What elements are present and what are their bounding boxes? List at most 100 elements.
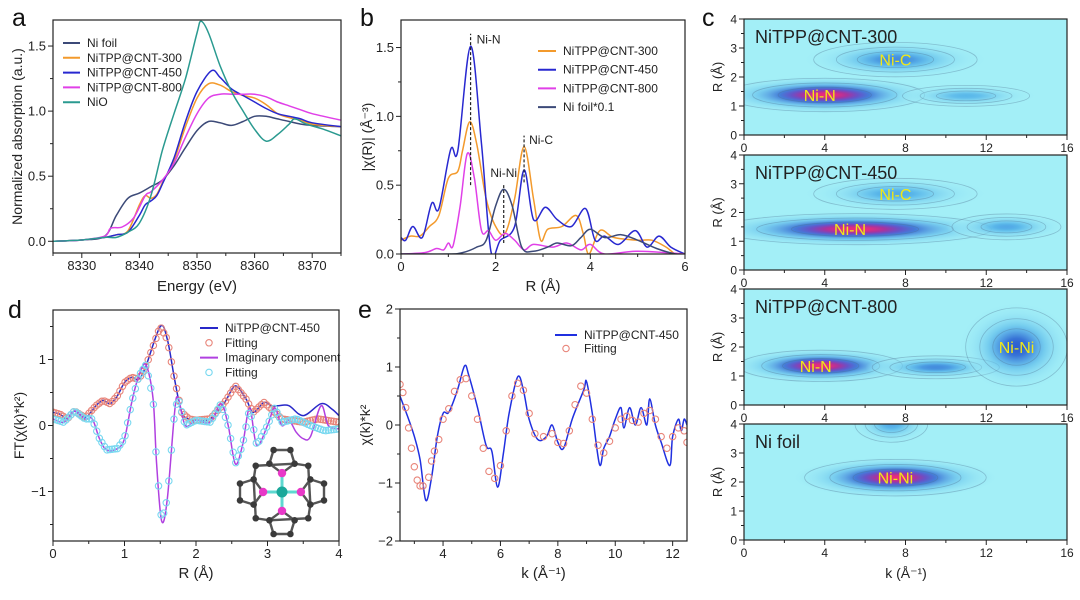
x-tick-label: 0 (741, 141, 748, 155)
x-tick-label: 12 (980, 546, 994, 560)
data-point (98, 397, 106, 406)
y-tick-label: 1 (730, 235, 737, 249)
data-point (165, 343, 173, 352)
data-point (539, 432, 548, 441)
y-axis-label: R (Å) (710, 332, 725, 362)
y-tick-label: 1 (386, 360, 393, 375)
contour-line (835, 182, 955, 206)
data-point (531, 429, 539, 438)
legend-label: NiTPP@CNT-450 (87, 66, 182, 80)
carbon-atom (270, 446, 277, 454)
data-point (105, 445, 114, 454)
x-tick-label: 6 (681, 259, 688, 274)
data-point (525, 409, 533, 418)
data-point (162, 333, 171, 342)
carbon-atom (307, 476, 314, 483)
series-line (53, 363, 339, 524)
x-tick-label: 8 (902, 276, 909, 290)
x-tick-label: 8 (902, 141, 909, 155)
data-point (319, 426, 328, 435)
data-point (53, 415, 57, 423)
contour-line (902, 85, 1031, 107)
heatmap-feature (851, 424, 932, 445)
data-point (322, 426, 330, 435)
y-axis-label: R (Å) (710, 197, 725, 227)
legend-label: NiTPP@CNT-800 (87, 80, 182, 94)
data-point (400, 388, 407, 397)
data-point (224, 393, 232, 401)
data-point (467, 392, 476, 400)
heatmap-feature (895, 84, 1037, 108)
series-line (53, 115, 341, 243)
c-bond (252, 479, 257, 519)
c-bond (269, 517, 309, 522)
x-tick-label: 4 (821, 546, 828, 560)
data-point (154, 482, 163, 490)
series-line (53, 324, 339, 422)
contour-line (835, 46, 955, 73)
data-point (242, 423, 250, 431)
data-point (149, 341, 158, 350)
data-point (126, 405, 134, 414)
x-tick-label: 16 (1060, 276, 1074, 290)
carbon-atom (287, 530, 294, 538)
data-point (327, 417, 335, 425)
legend-label: NiO (87, 95, 108, 109)
panel-label-d: d (8, 296, 22, 324)
data-point (548, 429, 556, 438)
carbon-atom (252, 514, 260, 522)
data-point (53, 408, 57, 417)
data-point (85, 415, 93, 423)
data-point (270, 404, 279, 413)
feature-label: Ni-N (834, 222, 866, 239)
data-point (229, 448, 237, 457)
legend-label: Ni foil (87, 36, 117, 50)
data-point (400, 380, 404, 389)
carbon-atom (304, 462, 312, 470)
series-line (401, 188, 685, 254)
y-tick-label: 2 (730, 341, 737, 355)
data-point (203, 418, 212, 426)
y-tick-label: 0 (730, 399, 737, 413)
subplot-title: NiTPP@CNT-300 (755, 27, 897, 47)
data-point (413, 476, 421, 484)
data-point (316, 415, 325, 424)
data-point (559, 439, 568, 448)
contour-line (791, 221, 920, 237)
heatmap-feature (794, 457, 997, 498)
data-point (445, 405, 453, 413)
data-point (332, 425, 339, 433)
plot-frame (52, 19, 342, 254)
y-tick-label: 0 (386, 418, 393, 433)
data-point (159, 509, 168, 517)
contour-line (782, 358, 860, 374)
data-point (450, 387, 459, 396)
plot-area (400, 364, 687, 502)
x-tick-label: 0 (49, 546, 56, 561)
feature-label: Ni-C (879, 187, 911, 204)
contour-line (856, 186, 934, 202)
data-point (149, 400, 158, 409)
data-point (404, 424, 413, 432)
contour-line (905, 361, 966, 374)
x-axis-label: Energy (eV) (157, 278, 237, 295)
contour-line (980, 220, 1033, 234)
x-tick-label: 0 (741, 276, 748, 290)
x-tick-label: 8340 (125, 258, 154, 273)
data-point (634, 418, 642, 426)
contour-line (979, 318, 1054, 376)
data-point (167, 446, 176, 454)
data-point (324, 416, 333, 425)
y-tick-label: 1.5 (28, 39, 46, 54)
x-tick-label: 8370 (298, 258, 327, 273)
heatmap-feature (945, 212, 1067, 242)
contour-line (813, 41, 978, 78)
data-point (232, 458, 240, 467)
y-tick-label: 0 (39, 418, 46, 433)
x-tick-label: 8350 (183, 258, 212, 273)
data-point (663, 444, 671, 452)
x-axis-label: k (Å⁻¹) (885, 565, 927, 581)
x-tick-label: 8 (554, 546, 561, 561)
x-tick-label: 8330 (67, 258, 96, 273)
